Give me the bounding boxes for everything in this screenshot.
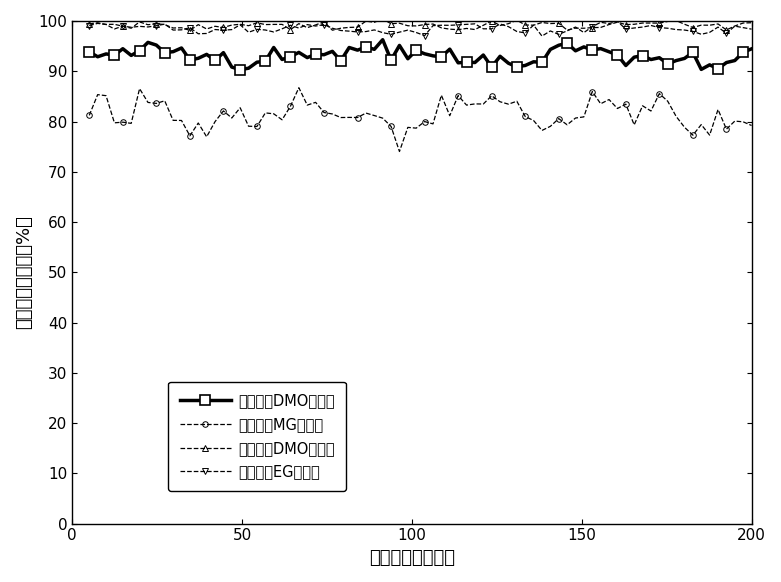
高温反应DMO转化率 xyxy=(84,20,94,27)
低温反应MG选择性 xyxy=(495,98,505,105)
高温反应EG选择性 xyxy=(479,25,488,32)
X-axis label: 反应时间（小时）: 反应时间（小时） xyxy=(369,549,455,567)
低温反应DMO转化率 xyxy=(394,42,404,49)
高温反应EG选择性 xyxy=(688,28,697,35)
高温反应EG选择性 xyxy=(546,27,555,34)
低温反应MG选择性 xyxy=(747,122,756,129)
高温反应EG选择性 xyxy=(487,26,497,33)
低温反应DMO转化率 xyxy=(554,42,563,49)
低温反应DMO转化率 xyxy=(504,60,513,67)
Line: 低温反应DMO转化率: 低温反应DMO转化率 xyxy=(84,35,757,74)
低温反应DMO转化率 xyxy=(236,66,245,73)
高温反应EG选择性 xyxy=(747,26,756,33)
高温反应DMO转化率 xyxy=(185,27,194,34)
Line: 高温反应EG选择性: 高温反应EG选择性 xyxy=(87,19,754,39)
低温反应MG选择性 xyxy=(387,123,396,130)
低温反应MG选择性 xyxy=(688,132,697,139)
低温反应DMO转化率 xyxy=(84,48,94,55)
高温反应DMO转化率 xyxy=(554,20,563,27)
Legend: 低温反应DMO转化率, 低温反应MG选择性, 高温反应DMO转化率, 高温反应EG选择性: 低温反应DMO转化率, 低温反应MG选择性, 高温反应DMO转化率, 高温反应E… xyxy=(168,382,346,491)
高温反应DMO转化率 xyxy=(495,22,505,29)
低温反应MG选择性 xyxy=(504,101,513,108)
高温反应EG选择性 xyxy=(613,18,622,25)
高温反应DMO转化率 xyxy=(378,16,387,23)
低温反应DMO转化率 xyxy=(378,36,387,43)
低温反应DMO转化率 xyxy=(688,49,697,56)
低温反应MG选择性 xyxy=(554,115,563,122)
高温反应EG选择性 xyxy=(84,22,94,29)
低温反应DMO转化率 xyxy=(529,58,538,65)
低温反应MG选择性 xyxy=(394,148,404,155)
低温反应MG选择性 xyxy=(529,117,538,124)
Line: 高温反应DMO转化率: 高温反应DMO转化率 xyxy=(87,16,754,33)
Y-axis label: 转化率或选择性（%）: 转化率或选择性（%） xyxy=(15,215,33,329)
高温反应DMO转化率 xyxy=(529,22,538,29)
高温反应EG选择性 xyxy=(512,28,522,35)
高温反应DMO转化率 xyxy=(688,24,697,31)
低温反应DMO转化率 xyxy=(495,53,505,60)
高温反应EG选择性 xyxy=(537,33,547,40)
高温反应EG选择性 xyxy=(378,29,387,36)
高温反应DMO转化率 xyxy=(504,20,513,27)
低温反应DMO转化率 xyxy=(747,45,756,52)
高温反应DMO转化率 xyxy=(394,20,404,27)
高温反应DMO转化率 xyxy=(747,19,756,26)
Line: 低温反应MG选择性: 低温反应MG选择性 xyxy=(87,85,754,154)
低温反应MG选择性 xyxy=(294,84,304,91)
低温反应MG选择性 xyxy=(84,112,94,119)
